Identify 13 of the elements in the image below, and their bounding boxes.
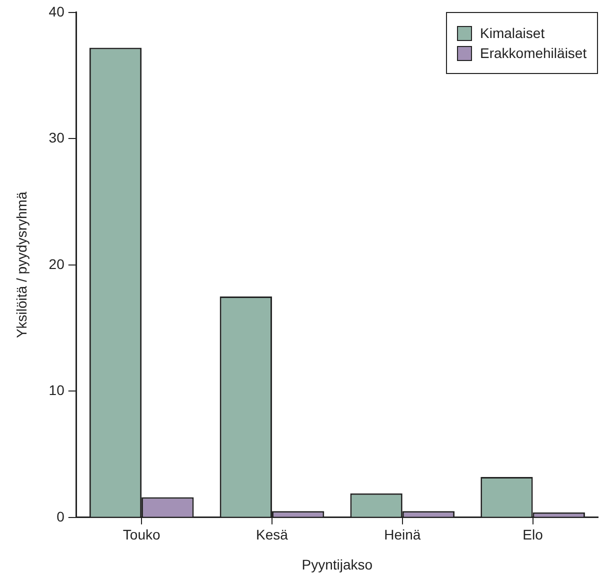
x-axis-title: Pyyntijakso bbox=[302, 556, 373, 572]
x-tick-label: Elo bbox=[522, 526, 544, 543]
legend-label: Erakkomehiläiset bbox=[480, 45, 587, 62]
y-tick-label: 20 bbox=[48, 256, 65, 272]
y-tick-label: 40 bbox=[48, 3, 65, 20]
x-tick-label: Heinä bbox=[384, 526, 421, 543]
y-tick-label: 10 bbox=[48, 382, 65, 398]
x-tick-label: Touko bbox=[122, 526, 160, 543]
legend-label: Kimalaiset bbox=[480, 25, 545, 42]
y-tick-label: 30 bbox=[48, 130, 65, 146]
x-tick-label: Kesä bbox=[256, 526, 288, 543]
y-tick-label: 0 bbox=[56, 508, 65, 524]
y-axis-title: Yksilöitä / pyydysryhmä bbox=[13, 192, 30, 338]
